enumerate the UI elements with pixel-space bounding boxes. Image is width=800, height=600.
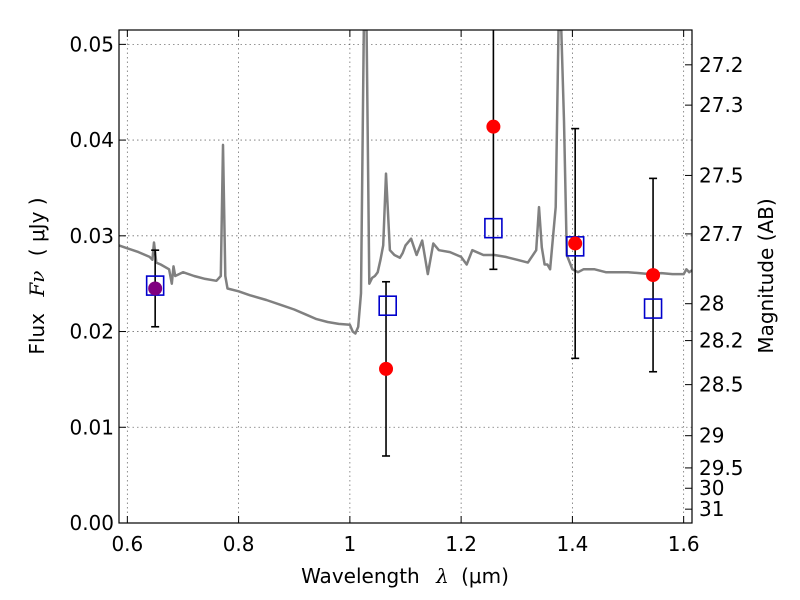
model-point [643, 298, 663, 319]
y-tick-label: 0.01 [69, 415, 114, 439]
observed-point [486, 119, 501, 134]
model-point [378, 295, 397, 316]
y2-tick-label: 29 [699, 424, 724, 448]
observed-point [568, 236, 583, 251]
y2-tick-label: 28.2 [699, 329, 744, 353]
observed-point [148, 281, 163, 296]
spectrum-line [119, 30, 692, 335]
grid-lines [119, 30, 692, 524]
x-axis-title-symbol: λ [435, 564, 449, 588]
y-axis-title: Flux Fν ( μJy ) [25, 197, 49, 354]
x-axis-title: Wavelength λ (μm) [301, 564, 509, 588]
x-tick-label: 1.4 [556, 532, 588, 556]
y2-axis-title: Magnitude (AB) [754, 198, 778, 353]
observed-point [646, 268, 661, 283]
y-tick-label: 0.00 [69, 511, 114, 535]
x-axis-title-unit: (μm) [461, 564, 509, 588]
x-tick-label: 0.8 [223, 532, 255, 556]
y2-tick-label: 27.3 [699, 93, 744, 117]
y2-tick-label: 29.5 [699, 456, 744, 480]
y2-tick-label: 28.5 [699, 373, 744, 397]
y2-tick-label: 27.7 [699, 222, 744, 246]
y-axis-title-symbol: Fν [25, 271, 49, 298]
y2-tick-label: 27.2 [699, 53, 744, 77]
x-tick-label: 1.2 [445, 532, 477, 556]
y2-tick-label: 30 [699, 476, 724, 500]
plot-frame [118, 29, 693, 524]
y-axis-title-text: Flux [25, 313, 49, 355]
x-tick-label: 0.6 [111, 532, 143, 556]
y-axis-title-unit: ( μJy ) [25, 197, 49, 256]
y-tick-label: 0.05 [69, 32, 114, 56]
y-tick-label: 0.02 [69, 320, 114, 344]
y-tick-label: 0.03 [69, 224, 114, 248]
x-tick-label: 1.6 [668, 532, 700, 556]
y2-tick-label: 28 [699, 292, 724, 316]
observed-point [379, 361, 394, 376]
x-axis-title-text: Wavelength [301, 564, 420, 588]
axis-ticks: 0.6 0.8 1 1.2 1.4 1.6 0.00 0.01 0.02 0.03 0.04 0.05… [69, 30, 744, 556]
y2-tick-label: 27.5 [699, 163, 744, 187]
spectrum-series [119, 30, 692, 335]
observed-markers [148, 119, 661, 376]
x-tick-label: 1 [344, 532, 357, 556]
y2-tick-label: 31 [699, 497, 724, 521]
y-tick-label: 0.04 [69, 128, 114, 152]
model-point [484, 217, 503, 239]
